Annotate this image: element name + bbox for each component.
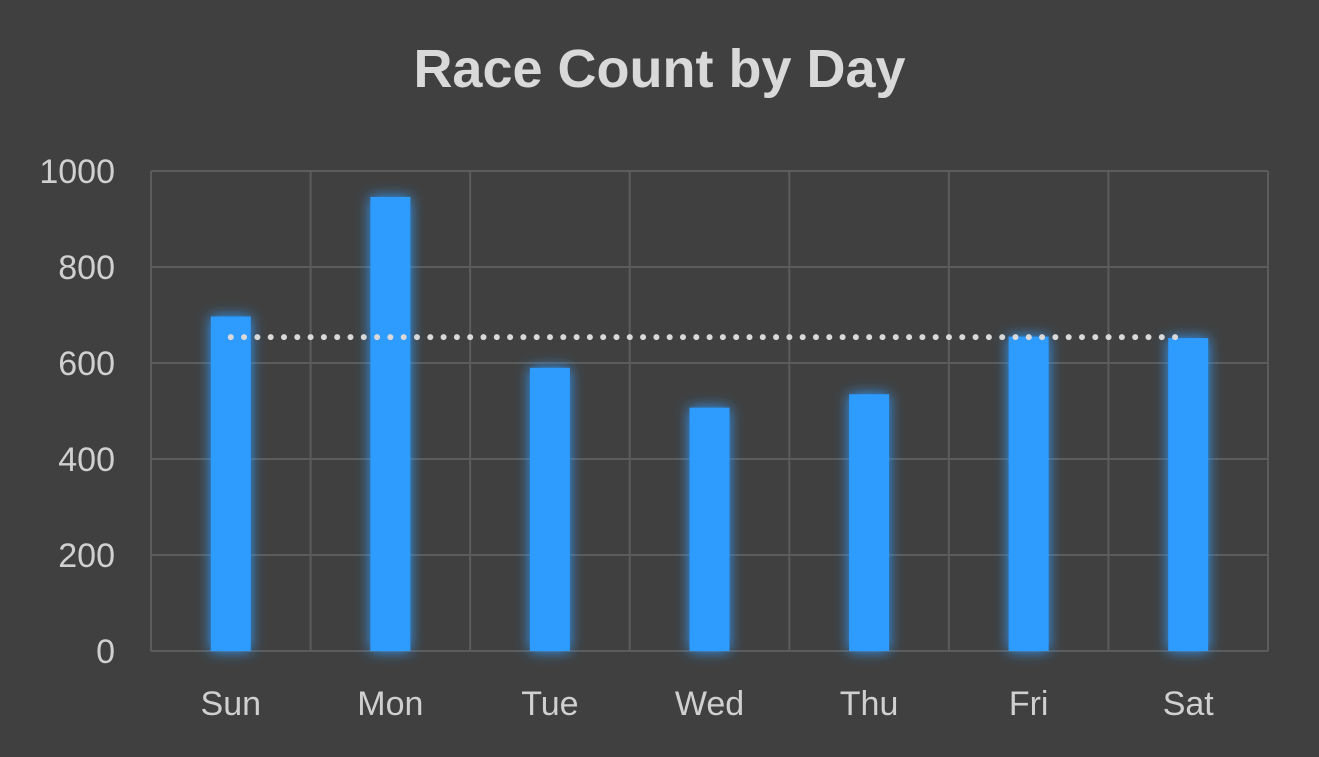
x-axis-ticks: Sun Mon Tue Wed Thu Fri Sat: [201, 685, 1215, 723]
chart-title: Race Count by Day: [413, 39, 906, 99]
x-tick-label: Sun: [201, 685, 262, 723]
y-tick-label: 1000: [39, 153, 115, 191]
bar-wed: [689, 407, 730, 651]
x-tick-label: Fri: [1009, 685, 1049, 723]
y-axis-ticks: 0 200 400 600 800 1000: [39, 153, 115, 671]
bar-fri: [1008, 336, 1049, 651]
y-tick-label: 600: [58, 345, 115, 383]
bar-mon: [370, 196, 411, 652]
y-tick-label: 800: [58, 249, 115, 287]
y-tick-label: 200: [58, 537, 115, 575]
bar-sat: [1168, 338, 1209, 651]
bars: [210, 196, 1209, 652]
y-tick-label: 400: [58, 441, 115, 479]
x-tick-label: Mon: [357, 685, 423, 723]
bar-thu: [849, 394, 890, 651]
x-tick-label: Thu: [840, 685, 899, 723]
y-tick-label: 0: [96, 633, 115, 671]
bar-tue: [529, 367, 570, 651]
x-tick-label: Sat: [1163, 685, 1215, 723]
x-tick-label: Tue: [521, 685, 578, 723]
x-tick-label: Wed: [675, 685, 744, 723]
bar-sun: [210, 316, 251, 651]
